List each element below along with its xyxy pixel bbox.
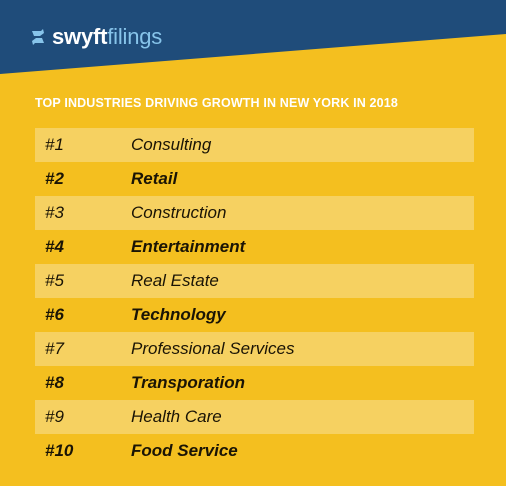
ranking-row-5: #5 Real Estate [35, 264, 474, 298]
brand-logo: swyft filings [30, 24, 162, 50]
ranking-row-2: #2 Retail [35, 162, 474, 196]
industry-name: Professional Services [131, 339, 295, 358]
industry-name: Construction [131, 203, 227, 222]
header-band-shape [0, 0, 506, 74]
industry-name: Consulting [131, 135, 212, 154]
rank-number: #10 [45, 441, 74, 460]
header-band [0, 0, 506, 74]
industry-name: Real Estate [131, 271, 219, 290]
brand-name-part-1: swyft [52, 24, 108, 49]
industry-name: Retail [131, 169, 178, 188]
industry-name: Transporation [131, 373, 245, 392]
page-title: TOP INDUSTRIES DRIVING GROWTH IN NEW YOR… [35, 96, 398, 110]
ranking-row-3: #3 Construction [35, 196, 474, 230]
rank-number: #8 [45, 373, 64, 392]
rank-number: #4 [45, 237, 64, 256]
rank-number: #7 [45, 339, 64, 358]
rank-number: #1 [45, 135, 64, 154]
rank-number: #3 [45, 203, 64, 222]
ranking-row-7: #7 Professional Services [35, 332, 474, 366]
rank-number: #9 [45, 407, 64, 426]
swyft-s-logo-icon [32, 29, 44, 45]
rank-number: #6 [45, 305, 64, 324]
ranking-row-10: #10 Food Service [35, 434, 474, 468]
industry-name: Food Service [131, 441, 238, 460]
ranking-row-6: #6 Technology [35, 298, 474, 332]
industry-name: Entertainment [131, 237, 246, 256]
rankings-list: #1 Consulting #2 Retail #3 Construction … [35, 128, 474, 468]
ranking-row-9: #9 Health Care [35, 400, 474, 434]
ranking-row-1: #1 Consulting [35, 128, 474, 162]
rank-number: #2 [45, 169, 64, 188]
ranking-row-4: #4 Entertainment [35, 230, 474, 264]
ranking-row-8: #8 Transporation [35, 366, 474, 400]
industry-name: Technology [131, 305, 226, 324]
rank-number: #5 [45, 271, 64, 290]
brand-name-part-2: filings [107, 24, 163, 49]
industry-name: Health Care [131, 407, 222, 426]
